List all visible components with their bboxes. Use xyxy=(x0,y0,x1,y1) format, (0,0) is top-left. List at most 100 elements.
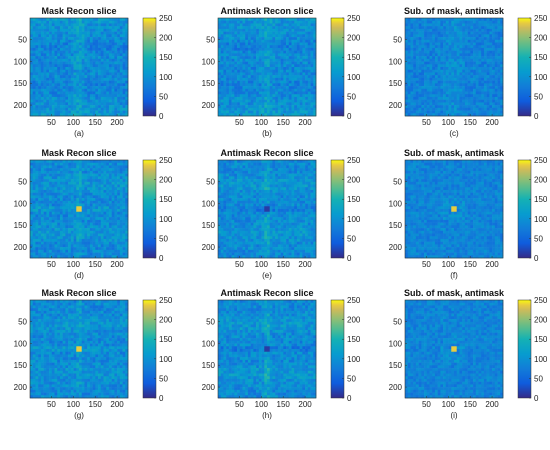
heatmap-cell xyxy=(296,77,300,81)
heatmap-cell xyxy=(95,58,99,62)
heatmap-cell xyxy=(59,18,63,22)
heatmap-cell xyxy=(310,77,314,81)
heatmap-cell xyxy=(261,64,265,68)
heatmap-cell xyxy=(242,23,246,27)
heatmap-cell xyxy=(489,58,493,62)
heatmap-cell xyxy=(288,64,292,68)
heatmap-cell xyxy=(92,42,96,46)
subplot-title: Mask Recon slice xyxy=(41,148,116,158)
heatmap-cell xyxy=(410,80,414,84)
heatmap-cell xyxy=(228,107,232,111)
heatmap-cell xyxy=(307,67,311,71)
heatmap-cell xyxy=(68,31,72,35)
heatmap-cell xyxy=(30,173,34,177)
heatmap-cell xyxy=(54,255,58,259)
heatmap-cell xyxy=(30,34,34,38)
heatmap-cell xyxy=(272,113,276,117)
heatmap-cell xyxy=(81,34,85,38)
heatmap-cell xyxy=(100,252,104,256)
heatmap-cell xyxy=(288,80,292,84)
heatmap-cell xyxy=(108,94,112,98)
heatmap-cell xyxy=(220,80,224,84)
heatmap-cell xyxy=(467,64,471,68)
heatmap-cell xyxy=(475,88,479,92)
heatmap-cell xyxy=(421,110,425,114)
heatmap-cell xyxy=(247,94,251,98)
heatmap-cell xyxy=(478,50,482,54)
heatmap-cell xyxy=(448,113,452,117)
heatmap-cell xyxy=(65,233,69,237)
heatmap-cell xyxy=(98,61,102,65)
heatmap-cell xyxy=(30,110,34,114)
heatmap-cell xyxy=(84,67,88,71)
heatmap-cell xyxy=(475,67,479,71)
heatmap-cells xyxy=(30,18,129,117)
heatmap-cell xyxy=(467,61,471,65)
heatmap-cell xyxy=(38,189,42,193)
heatmap-cell xyxy=(500,86,504,90)
heatmap-cell xyxy=(239,56,243,60)
heatmap-cell xyxy=(418,26,422,30)
heatmap-cell xyxy=(269,94,273,98)
heatmap-cell xyxy=(299,110,303,114)
heatmap-cell xyxy=(432,50,436,54)
heatmap-cell xyxy=(76,69,80,73)
heatmap-cell xyxy=(54,217,58,221)
heatmap-cell xyxy=(76,102,80,106)
heatmap-cell xyxy=(73,18,77,22)
heatmap-cell xyxy=(65,165,69,169)
heatmap-cell xyxy=(464,80,468,84)
heatmap-cell xyxy=(84,162,88,166)
heatmap-cell xyxy=(65,200,69,204)
heatmap-cell xyxy=(89,94,93,98)
heatmap-cell xyxy=(106,96,110,100)
heatmap-cell xyxy=(54,107,58,111)
heatmap-cell xyxy=(418,34,422,38)
heatmap-cell xyxy=(68,56,72,60)
heatmap-cell xyxy=(478,72,482,76)
heatmap-cell xyxy=(89,88,93,92)
heatmap-cell xyxy=(269,102,273,106)
heatmap-cell xyxy=(54,249,58,253)
heatmap-cell xyxy=(462,110,466,114)
heatmap-cell xyxy=(261,42,265,46)
heatmap-cell xyxy=(277,61,281,65)
heatmap-cells xyxy=(405,18,504,117)
heatmap-cell xyxy=(35,83,39,87)
heatmap-cell xyxy=(242,105,246,109)
heatmap-cell xyxy=(57,80,61,84)
heatmap-cell xyxy=(291,107,295,111)
heatmap-cell xyxy=(218,75,222,79)
heatmap-cell xyxy=(267,31,271,35)
heatmap-cell xyxy=(410,18,414,22)
heatmap-cell xyxy=(73,86,77,90)
heatmap-cell xyxy=(40,233,44,237)
heatmap-cell xyxy=(79,26,83,30)
heatmap-cell xyxy=(106,26,110,30)
heatmap-cell xyxy=(43,18,47,22)
heatmap-cell xyxy=(79,219,83,223)
heatmap-cell xyxy=(119,107,123,111)
heatmap-cell xyxy=(57,252,61,256)
heatmap-cell xyxy=(245,67,249,71)
heatmap-cell xyxy=(51,75,55,79)
heatmap-cell xyxy=(462,53,466,57)
heatmap-cell xyxy=(413,39,417,43)
heatmap-cell xyxy=(424,110,428,114)
heatmap-cell xyxy=(272,20,276,24)
heatmap-cell xyxy=(98,233,102,237)
heatmap-cell xyxy=(95,94,99,98)
heatmap-cell xyxy=(440,53,444,57)
heatmap-cell xyxy=(272,61,276,65)
heatmap-cell xyxy=(305,83,309,87)
heatmap-cell xyxy=(84,113,88,117)
heatmap-cell xyxy=(122,75,126,79)
heatmap-cell xyxy=(114,26,118,30)
heatmap-cell xyxy=(272,88,276,92)
heatmap-cell xyxy=(35,37,39,41)
heatmap-cell xyxy=(62,69,66,73)
heatmap-cell xyxy=(46,181,50,185)
heatmap-cell xyxy=(256,96,260,100)
heatmap-cell xyxy=(475,113,479,117)
heatmap-cell xyxy=(258,23,262,27)
